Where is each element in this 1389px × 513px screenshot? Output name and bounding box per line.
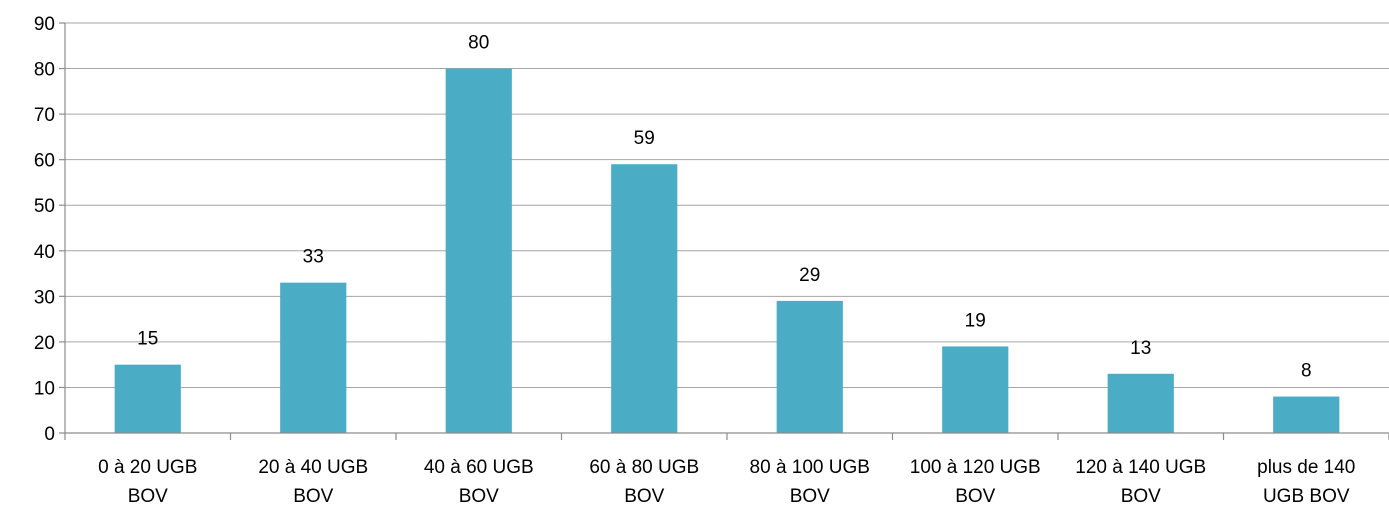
bar: [1273, 396, 1340, 433]
y-tick-label: 0: [44, 424, 55, 445]
x-tick-label: 60 à 80 UGB BOV: [589, 457, 699, 507]
bar: [445, 68, 512, 434]
data-label: 59: [634, 128, 655, 149]
y-tick-label: 30: [34, 287, 55, 308]
bar: [280, 282, 347, 433]
y-tick-label: 10: [34, 378, 55, 399]
y-tick-label: 80: [34, 60, 55, 81]
gridlines: [65, 22, 1389, 388]
data-label: 29: [799, 265, 820, 286]
bar: [776, 300, 843, 433]
data-label: 80: [468, 33, 489, 54]
bar: [942, 346, 1009, 433]
x-tick-label: 20 à 40 UGB BOV: [258, 457, 368, 507]
x-tick-label: 100 à 120 UGB BOV: [910, 457, 1041, 507]
x-tick-label: 80 à 100 UGB BOV: [750, 457, 870, 507]
data-label: 19: [965, 310, 986, 331]
y-tick-label: 20: [34, 333, 55, 354]
axes: [59, 22, 1389, 440]
y-tick-label: 60: [34, 151, 55, 172]
labels: 0 10 20 30 40 50 60 70 80 90 15 0 à 20 UGB BOV 33 20 à…: [34, 14, 1356, 507]
x-tick-label: 0 à 20 UGB BOV: [98, 457, 197, 507]
x-tick-label: 40 à 60 UGB BOV: [424, 457, 534, 507]
bar: [114, 364, 181, 433]
data-label: 15: [137, 329, 158, 350]
y-tick-label: 70: [34, 105, 55, 126]
x-tick-label: plus de 140 UGB BOV: [1257, 457, 1355, 507]
y-tick-label: 40: [34, 242, 55, 263]
y-tick-label: 50: [34, 196, 55, 217]
bars: [114, 68, 1340, 434]
x-tick-label: 120 à 140 UGB BOV: [1075, 457, 1206, 507]
y-tick-label: 90: [34, 14, 55, 35]
data-label: 8: [1301, 361, 1312, 382]
data-label: 33: [303, 247, 324, 268]
bar: [611, 164, 678, 433]
data-label: 13: [1130, 338, 1151, 359]
bar: [1107, 373, 1174, 433]
